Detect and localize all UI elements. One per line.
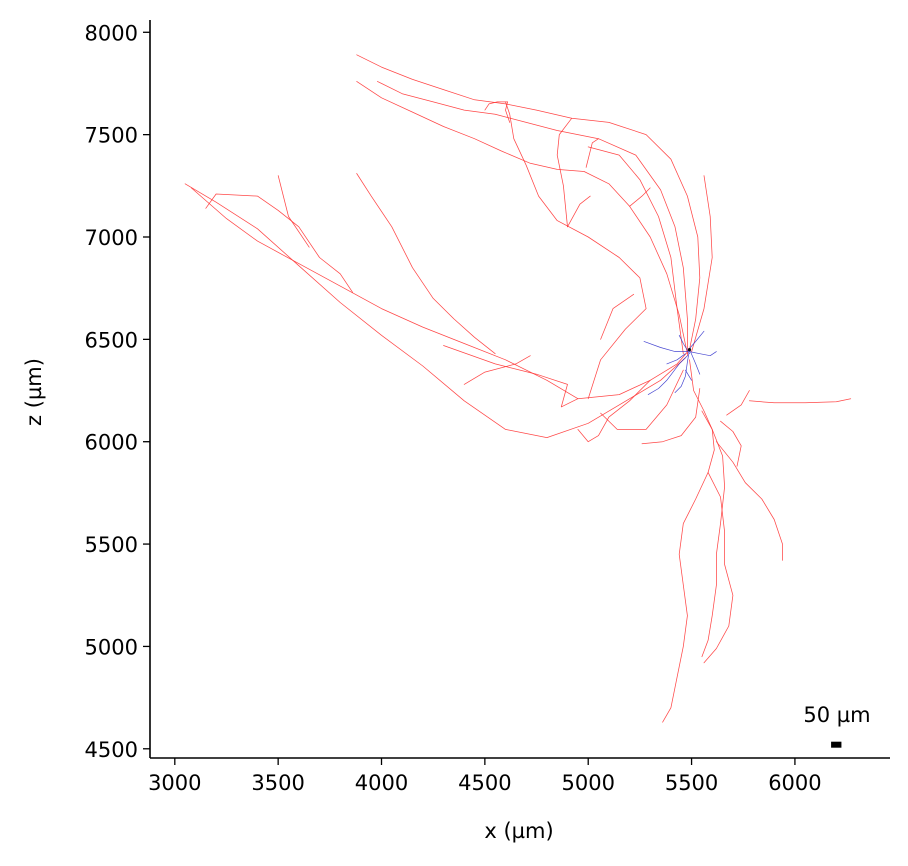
axon-branch-17 <box>662 359 715 723</box>
axon-branch-6 <box>277 175 310 248</box>
ticks-layer: 3000 3500 4000 4500 5000 5500 6000 4500 5000 5500… <box>85 21 822 795</box>
x-tick-label: 6000 <box>768 771 821 795</box>
y-tick-label: 8000 <box>85 21 138 45</box>
x-tick-label: 5500 <box>665 771 718 795</box>
axon-branch-15 <box>600 369 684 430</box>
x-tick-label: 5000 <box>561 771 614 795</box>
axon-branch-27 <box>567 195 591 228</box>
axon-branch-13 <box>556 117 573 228</box>
axon-branch-3 <box>463 355 531 385</box>
axon-branch-21 <box>726 390 750 416</box>
axon-branch-25 <box>505 101 511 123</box>
dendrite-branch-5 <box>666 353 686 365</box>
y-axis-label: z (µm) <box>22 358 46 426</box>
y-tick-label: 4500 <box>85 738 138 762</box>
x-tick-label: 4000 <box>355 771 408 795</box>
x-tick-label: 4500 <box>458 771 511 795</box>
axon-branch-7 <box>356 54 701 350</box>
dendrite-branch-2 <box>688 330 705 350</box>
y-tick-label: 5500 <box>85 533 138 557</box>
axon-branch-10 <box>587 146 684 355</box>
axon-branch-24 <box>641 388 701 445</box>
axon-branch-2 <box>443 345 579 408</box>
dendrite-branch-4 <box>689 351 717 357</box>
axon-branch-16 <box>600 293 635 340</box>
soma-marker <box>687 347 692 352</box>
axon-branch-20 <box>716 441 783 561</box>
axon-branch-9 <box>691 175 713 352</box>
y-tick-label: 7000 <box>85 226 138 250</box>
axon-branch-4 <box>205 193 353 293</box>
axon-branch-14 <box>577 379 651 443</box>
dendrite-branch-0 <box>674 349 690 393</box>
axes-layer <box>149 20 890 759</box>
dendrite-branch-7 <box>678 334 690 355</box>
series-dendrite <box>643 330 717 395</box>
scale-bar-rect <box>831 741 842 748</box>
axon-branch-8 <box>377 81 688 357</box>
axon-branch-29 <box>585 138 599 168</box>
axon-branch-28 <box>629 187 651 207</box>
y-tick-label: 6500 <box>85 328 138 352</box>
soma-layer <box>687 347 692 352</box>
dendrite-branch-6 <box>690 351 701 375</box>
y-tick-label: 6000 <box>85 431 138 455</box>
x-tick-label: 3000 <box>148 771 201 795</box>
series-axon <box>184 54 852 723</box>
dendrite-branch-8 <box>685 369 692 381</box>
dendrite-branch-1 <box>643 341 688 352</box>
axon-branch-19 <box>703 472 734 664</box>
y-tick-label: 5000 <box>85 635 138 659</box>
axon-branch-22 <box>749 398 852 404</box>
scale-bar: 50 µm <box>803 703 871 748</box>
axon-branch-26 <box>484 101 508 111</box>
x-axis-label: x (µm) <box>484 819 553 843</box>
y-tick-label: 7500 <box>85 124 138 148</box>
axon-branch-5 <box>356 173 496 355</box>
axon-branch-23 <box>720 420 742 467</box>
axon-branch-0 <box>190 187 690 400</box>
x-tick-label: 3500 <box>251 771 304 795</box>
axon-branch-1 <box>184 183 686 438</box>
scale-bar-label: 50 µm <box>803 703 870 727</box>
dendrite-branch-3 <box>647 355 688 395</box>
series-layer <box>184 54 852 723</box>
axon-branch-11 <box>356 81 688 355</box>
axon-branch-12 <box>505 101 647 400</box>
